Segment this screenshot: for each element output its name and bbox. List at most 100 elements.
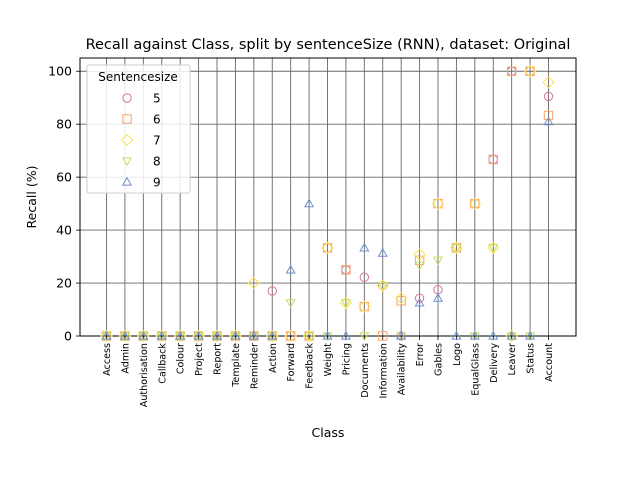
legend-item-5: 5 bbox=[122, 92, 161, 106]
data-point bbox=[488, 330, 499, 340]
data-point bbox=[469, 332, 480, 342]
plot-area bbox=[79, 57, 577, 337]
x-tick-label: Feedback bbox=[305, 343, 316, 389]
data-point bbox=[285, 331, 296, 341]
data-point bbox=[138, 332, 149, 342]
x-tick-label: Account bbox=[544, 343, 555, 382]
legend-item-6: 6 bbox=[122, 113, 161, 127]
x-tick-label: Error bbox=[415, 343, 426, 366]
data-point bbox=[396, 330, 407, 340]
data-point bbox=[506, 66, 517, 76]
data-point bbox=[451, 330, 462, 340]
y-tick-label: 0 bbox=[64, 329, 72, 344]
data-point bbox=[248, 330, 259, 340]
x-tick-label: Information bbox=[378, 343, 389, 399]
legend-marker bbox=[122, 93, 132, 103]
data-point bbox=[543, 110, 554, 121]
series-9 bbox=[101, 116, 554, 340]
data-point bbox=[525, 330, 536, 340]
data-point bbox=[304, 332, 315, 342]
y-tick-label: 60 bbox=[56, 170, 72, 185]
data-point bbox=[358, 300, 371, 313]
data-point bbox=[101, 330, 112, 340]
x-tick-label: Admin bbox=[120, 343, 131, 374]
data-point bbox=[193, 332, 204, 342]
legend-label: 5 bbox=[153, 92, 161, 106]
legend-item-9: 9 bbox=[121, 176, 161, 190]
x-tick-label: Documents bbox=[360, 343, 371, 398]
x-tick-label: Access bbox=[102, 343, 113, 376]
data-point bbox=[119, 332, 130, 342]
x-tick-label: EqualGlass bbox=[470, 343, 481, 396]
data-point bbox=[304, 198, 315, 208]
data-point bbox=[175, 332, 186, 342]
x-tick-label: Delivery bbox=[489, 343, 500, 383]
data-point bbox=[156, 332, 167, 342]
data-point bbox=[525, 66, 535, 76]
data-point bbox=[267, 330, 278, 340]
data-point bbox=[267, 286, 277, 296]
data-point bbox=[267, 332, 278, 342]
data-point bbox=[175, 330, 186, 340]
data-point bbox=[119, 330, 130, 340]
legend-label: 9 bbox=[153, 176, 161, 190]
legend-marker bbox=[120, 133, 134, 147]
data-point bbox=[488, 244, 499, 254]
legend-label: 6 bbox=[153, 113, 161, 127]
data-point bbox=[413, 248, 426, 261]
y-tick-label: 20 bbox=[56, 276, 72, 291]
y-tick-label: 100 bbox=[48, 64, 72, 79]
data-point bbox=[414, 261, 425, 271]
legend-item-7: 7 bbox=[120, 133, 161, 148]
x-tick-label: Logo bbox=[452, 343, 463, 366]
data-point bbox=[433, 198, 443, 209]
x-tick-label: Authorisation bbox=[139, 343, 150, 407]
legend-marker bbox=[122, 114, 132, 124]
data-point bbox=[506, 330, 517, 340]
x-tick-label: Reminder bbox=[249, 343, 260, 389]
legend: Sentencesize 5 6 7 8 9 bbox=[86, 64, 191, 194]
legend-label: 7 bbox=[153, 134, 161, 148]
data-point bbox=[396, 296, 406, 306]
x-tick-label: Project bbox=[194, 343, 205, 376]
data-point bbox=[432, 256, 444, 266]
x-tick-label: Gables bbox=[434, 343, 445, 376]
data-point bbox=[470, 198, 480, 209]
data-point bbox=[525, 332, 536, 342]
x-tick-label: Callback bbox=[157, 343, 168, 384]
y-axis-label: Recall (%) bbox=[24, 166, 39, 229]
x-tick-label: Colour bbox=[176, 343, 187, 374]
x-tick-label: Forward bbox=[286, 343, 297, 382]
data-point bbox=[377, 282, 388, 291]
data-point bbox=[469, 330, 480, 340]
data-point bbox=[414, 293, 425, 303]
data-points bbox=[100, 65, 555, 343]
data-point bbox=[101, 332, 112, 342]
x-tick-label: Weight bbox=[323, 343, 334, 377]
data-point bbox=[542, 76, 555, 89]
x-tick-label: Leaver bbox=[507, 343, 518, 376]
legend-box bbox=[86, 64, 191, 194]
data-point bbox=[285, 264, 296, 274]
data-point bbox=[359, 332, 370, 342]
data-point bbox=[156, 330, 167, 340]
x-tick-label: Pricing bbox=[341, 343, 352, 375]
data-point bbox=[285, 299, 296, 309]
series-8 bbox=[101, 244, 536, 342]
legend-label: 8 bbox=[153, 155, 161, 169]
data-point bbox=[396, 332, 407, 342]
data-point bbox=[432, 292, 444, 302]
legend-title: Sentencesize bbox=[98, 70, 178, 84]
legend-items: 5 6 7 8 9 bbox=[120, 92, 161, 190]
data-point bbox=[230, 332, 241, 342]
y-tick-label: 40 bbox=[56, 223, 72, 238]
data-point bbox=[377, 247, 388, 257]
legend-marker bbox=[121, 157, 133, 167]
x-axis-label: Class bbox=[312, 425, 345, 440]
x-tick-label: Template bbox=[231, 343, 242, 388]
data-point bbox=[322, 332, 333, 342]
x-tick-label: Action bbox=[268, 343, 279, 373]
data-point bbox=[321, 241, 334, 255]
data-point bbox=[431, 197, 445, 210]
